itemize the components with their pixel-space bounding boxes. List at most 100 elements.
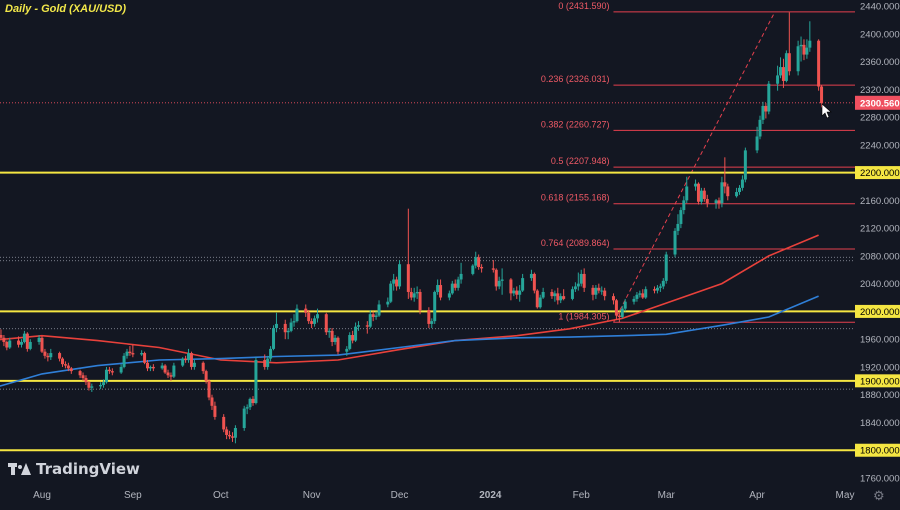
candle-body [274, 323, 278, 329]
fib-level-label: 0.5 (2207.948) [551, 156, 610, 166]
candle-body [471, 265, 475, 274]
candle-body [292, 321, 296, 323]
candle-body [58, 353, 62, 359]
time-tick-label: Apr [749, 490, 765, 501]
candle-body [764, 105, 768, 112]
candle-body [143, 353, 147, 363]
current-price-tag [855, 95, 900, 110]
candle-body [40, 337, 44, 352]
candle-body [553, 293, 557, 297]
candle-body [509, 279, 513, 294]
candle-body [233, 428, 237, 438]
candle-body [518, 290, 522, 295]
candle-body [767, 83, 771, 112]
gear-icon[interactable]: ⚙ [873, 488, 885, 503]
candle-body [497, 280, 501, 287]
fib-level-label: 0 (2431.590) [558, 1, 609, 11]
candle-body [222, 416, 226, 430]
time-tick-label: Feb [573, 490, 591, 501]
price-tick-label: 2320.000 [860, 85, 900, 96]
candle-body [327, 330, 331, 333]
price-tick-label: 2440.000 [860, 2, 900, 13]
candle-body [90, 386, 94, 388]
fib-trend-line [613, 12, 776, 323]
candle-body [28, 341, 32, 349]
candle-body [201, 362, 205, 372]
candle-body [172, 365, 176, 377]
candle-body [702, 190, 706, 199]
candle-body [395, 279, 399, 287]
candle-body [307, 312, 311, 322]
candle-body [447, 293, 451, 298]
moving-average-red [0, 234, 819, 364]
candle-body [354, 326, 358, 341]
candle-body [49, 353, 53, 358]
candle-body [726, 186, 730, 197]
candle-body [735, 192, 739, 197]
candle-body [330, 330, 334, 342]
candle-body [500, 279, 504, 281]
candle-body [0, 335, 3, 338]
candle-body [779, 67, 783, 76]
candle-body [556, 293, 560, 301]
support-price-label: 1900.000 [860, 376, 900, 387]
candle-body [737, 187, 741, 193]
candle-body [84, 378, 88, 383]
candle-body [661, 280, 665, 287]
candle-body [43, 351, 47, 356]
candle-body [102, 382, 106, 385]
candle-body [163, 365, 167, 373]
price-tick-label: 2040.000 [860, 279, 900, 290]
brand-name: TradingView [36, 460, 140, 478]
candle-body [245, 407, 249, 409]
support-price-tag [855, 374, 900, 388]
time-tick-label: Dec [391, 490, 409, 501]
candle-body [181, 358, 185, 366]
candle-body [591, 287, 595, 295]
candle-body [122, 355, 126, 367]
candle-body [37, 337, 41, 342]
candle-body [570, 289, 574, 299]
candle-body [638, 293, 642, 295]
time-tick-label: Mar [658, 490, 676, 501]
candle-body [582, 273, 586, 288]
candle-body [351, 335, 355, 341]
candle-body [453, 283, 457, 288]
candle-body [521, 278, 525, 291]
candle-body [603, 290, 607, 297]
candle-body [324, 314, 328, 333]
candle-body [189, 353, 193, 367]
candle-body [541, 291, 545, 298]
candle-body [611, 296, 615, 301]
candle-body [758, 119, 762, 137]
candle-body [272, 328, 276, 349]
candle-body [655, 287, 659, 291]
candle-body [682, 200, 686, 211]
candle-body [225, 429, 229, 435]
price-tick-label: 2120.000 [860, 224, 900, 235]
candle-body [107, 369, 111, 372]
candle-body [653, 289, 657, 291]
candle-body [169, 375, 173, 377]
candle-body [228, 434, 232, 437]
candle-body [459, 273, 463, 280]
candle-body [213, 405, 217, 417]
candle-body [263, 360, 267, 367]
candle-body [802, 44, 806, 55]
candle-body [140, 353, 144, 355]
candle-body [283, 323, 287, 333]
candle-body [66, 365, 70, 369]
candle-body [632, 298, 636, 302]
price-tick-label: 1840.000 [860, 418, 900, 429]
candle-body [723, 182, 727, 187]
candle-body [348, 335, 352, 349]
price-tick-label: 2160.000 [860, 196, 900, 207]
price-tick-label: 1760.000 [860, 474, 900, 485]
fib-level-label: 0.382 (2260.727) [541, 119, 610, 129]
time-tick-label: 2024 [479, 490, 502, 501]
candle-body [776, 75, 780, 84]
candle-body [600, 290, 604, 292]
